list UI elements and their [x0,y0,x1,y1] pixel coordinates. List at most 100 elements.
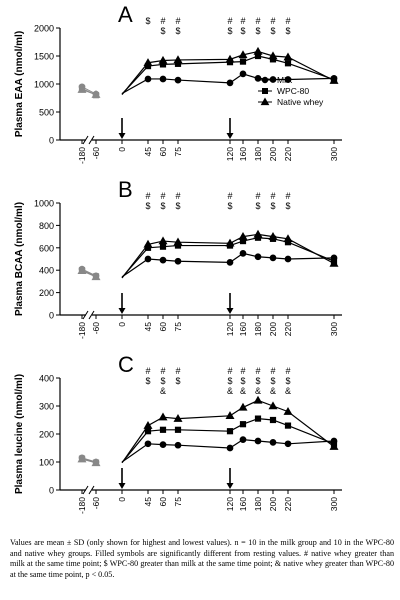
y-tick-label: 500 [39,108,54,118]
significance-symbol: $ [175,201,180,211]
data-point [91,89,101,98]
significance-symbol: $ [285,26,290,36]
x-tick-label: 300 [329,322,339,336]
data-point [158,412,168,421]
data-point [329,258,339,267]
figure: A 0 500 1000 1500 2000 Plasma EAA (nmol/ml) -18… [14,2,342,514]
series-line [121,237,335,278]
data-point [173,413,183,422]
data-point [269,254,277,262]
data-point [253,229,263,238]
data-point [144,255,152,263]
x-tick-label: -180 [77,147,87,164]
significance-symbol: # [175,191,180,201]
significance-symbol: # [255,16,260,26]
data-point [144,440,152,448]
significance-symbol: $ [175,376,180,386]
legend-marker [261,76,269,84]
series-line [121,55,335,95]
x-tick-label: 220 [283,497,293,511]
data-point [239,421,247,428]
significance-symbol: $ [270,376,275,386]
x-tick-label: 0 [117,497,127,502]
significance-symbol: $ [160,26,165,36]
significance-symbol: # [145,366,150,376]
data-point [284,60,292,67]
data-point [283,52,293,61]
data-point [284,76,292,83]
data-point [284,440,292,448]
series-line [121,50,335,96]
significance-symbol: # [160,191,165,201]
series-native-whey [77,395,339,467]
data-point [159,426,167,433]
x-tick-label: 75 [173,147,183,157]
legend-label: Milk [277,75,293,85]
significance-symbol: & [160,386,166,396]
significance-symbol: # [255,366,260,376]
significance-symbol: $ [240,376,245,386]
series-milk [78,436,338,466]
data-point [158,236,168,245]
data-point [226,79,234,87]
x-tick-label: 160 [238,147,248,161]
y-tick-label: 2000 [34,24,54,34]
series-wpc-80 [78,415,338,466]
significance-symbol: # [227,366,232,376]
series-native-whey [77,46,339,98]
arrow-head [226,133,234,139]
significance-symbol: # [285,191,290,201]
data-point [269,416,277,424]
significance-symbol: $ [227,376,232,386]
data-point [239,70,247,78]
data-point [225,238,235,247]
arrow-head [226,483,234,489]
data-point [173,237,183,246]
data-point [91,272,101,281]
data-point [329,75,339,84]
y-tick-label: 300 [39,402,54,412]
panel-c: C 0 100 200 300 400 Plasma leucine (nmol/ml) -1… [14,352,342,514]
panel-label: A [118,2,133,27]
y-tick-label: 1000 [34,199,54,209]
data-point [77,84,87,93]
legend-marker [262,88,268,94]
significance-symbol: $ [255,201,260,211]
y-tick-label: 100 [39,458,54,468]
significance-symbol: & [227,386,233,396]
significance-symbol: & [270,386,276,396]
x-tick-label: 220 [283,322,293,336]
x-tick-label: 60 [158,497,168,507]
data-point [144,428,152,435]
x-tick-label: 180 [253,147,263,161]
data-point [238,231,248,240]
significance-symbol: $ [145,376,150,386]
series-native-whey [77,229,339,281]
significance-symbol: $ [285,376,290,386]
data-point [143,58,153,66]
data-point [238,402,248,411]
y-tick-label: 1500 [34,52,54,62]
data-point [174,426,182,433]
y-tick-label: 1000 [34,80,54,90]
x-tick-label: 75 [173,322,183,332]
data-point [159,243,167,250]
data-point [226,444,234,452]
data-point [226,259,234,266]
data-point [174,257,182,265]
x-tick-label: 300 [329,497,339,511]
arrow-head [118,483,126,489]
panel-label: B [118,177,133,202]
legend-label: WPC-80 [277,86,309,96]
axis-break-mark [82,135,89,145]
y-tick-label: 400 [39,374,54,384]
axis-break-mark [82,485,89,495]
y-tick-label: 600 [39,243,54,253]
significance-symbol: # [270,366,275,376]
x-tick-label: 120 [225,497,235,511]
data-point [143,420,153,429]
series-milk [78,250,338,280]
y-tick-label: 0 [49,311,54,321]
